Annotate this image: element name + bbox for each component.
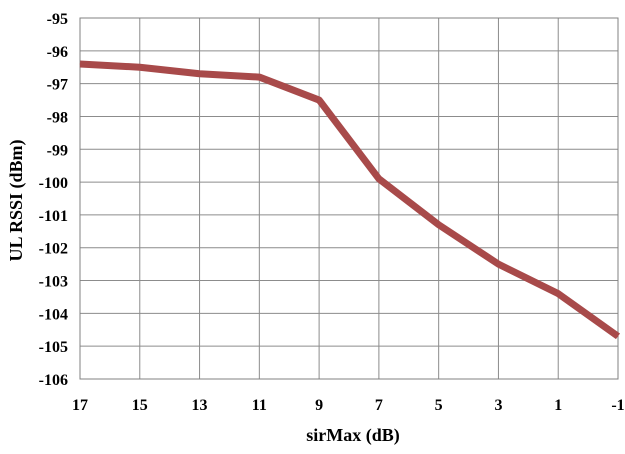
x-tick-label: 5	[435, 397, 443, 414]
data-point	[79, 63, 81, 65]
x-tick-label: 11	[252, 397, 267, 414]
data-point	[617, 335, 619, 337]
y-axis-title: UL RSSI (dBm)	[6, 139, 27, 261]
data-point	[139, 66, 141, 68]
y-tick-label: -105	[39, 339, 68, 356]
y-tick-label: -100	[39, 175, 68, 192]
x-tick-label: 1	[554, 397, 562, 414]
data-point	[199, 73, 201, 75]
x-tick-label: 13	[192, 397, 208, 414]
x-axis-tick-labels: 17 15 13 11 9 7 5 3 1 -1	[72, 397, 625, 414]
data-point	[258, 76, 260, 78]
x-tick-label: 15	[132, 397, 148, 414]
y-axis-tick-labels: -95 -96 -97 -98 -99 -100 -101 -102 -103 -104 -105 -…	[39, 11, 68, 389]
data-point	[438, 224, 440, 226]
series-line	[79, 60, 621, 340]
y-tick-label: -104	[39, 306, 68, 323]
y-tick-label: -96	[47, 44, 68, 61]
x-tick-label: 3	[494, 397, 502, 414]
y-tick-label: -101	[39, 208, 68, 225]
y-tick-label: -106	[39, 372, 68, 389]
data-point	[378, 178, 380, 180]
plot-area-frame	[79, 17, 619, 380]
y-tick-label: -95	[47, 11, 68, 28]
y-tick-label: -102	[39, 241, 68, 258]
x-tick-label: 9	[315, 397, 323, 414]
x-axis-title: sirMax (dB)	[306, 425, 400, 446]
x-tick-label: 17	[72, 397, 88, 414]
data-point	[318, 99, 320, 101]
x-tick-label: 7	[375, 397, 383, 414]
x-tick-label: -1	[611, 397, 624, 414]
data-point	[497, 263, 499, 265]
y-tick-label: -103	[39, 274, 68, 291]
y-tick-label: -99	[47, 142, 68, 159]
data-point	[557, 293, 559, 295]
y-tick-label: -98	[47, 109, 68, 126]
series-layer	[79, 60, 621, 340]
y-tick-label: -97	[47, 77, 68, 94]
